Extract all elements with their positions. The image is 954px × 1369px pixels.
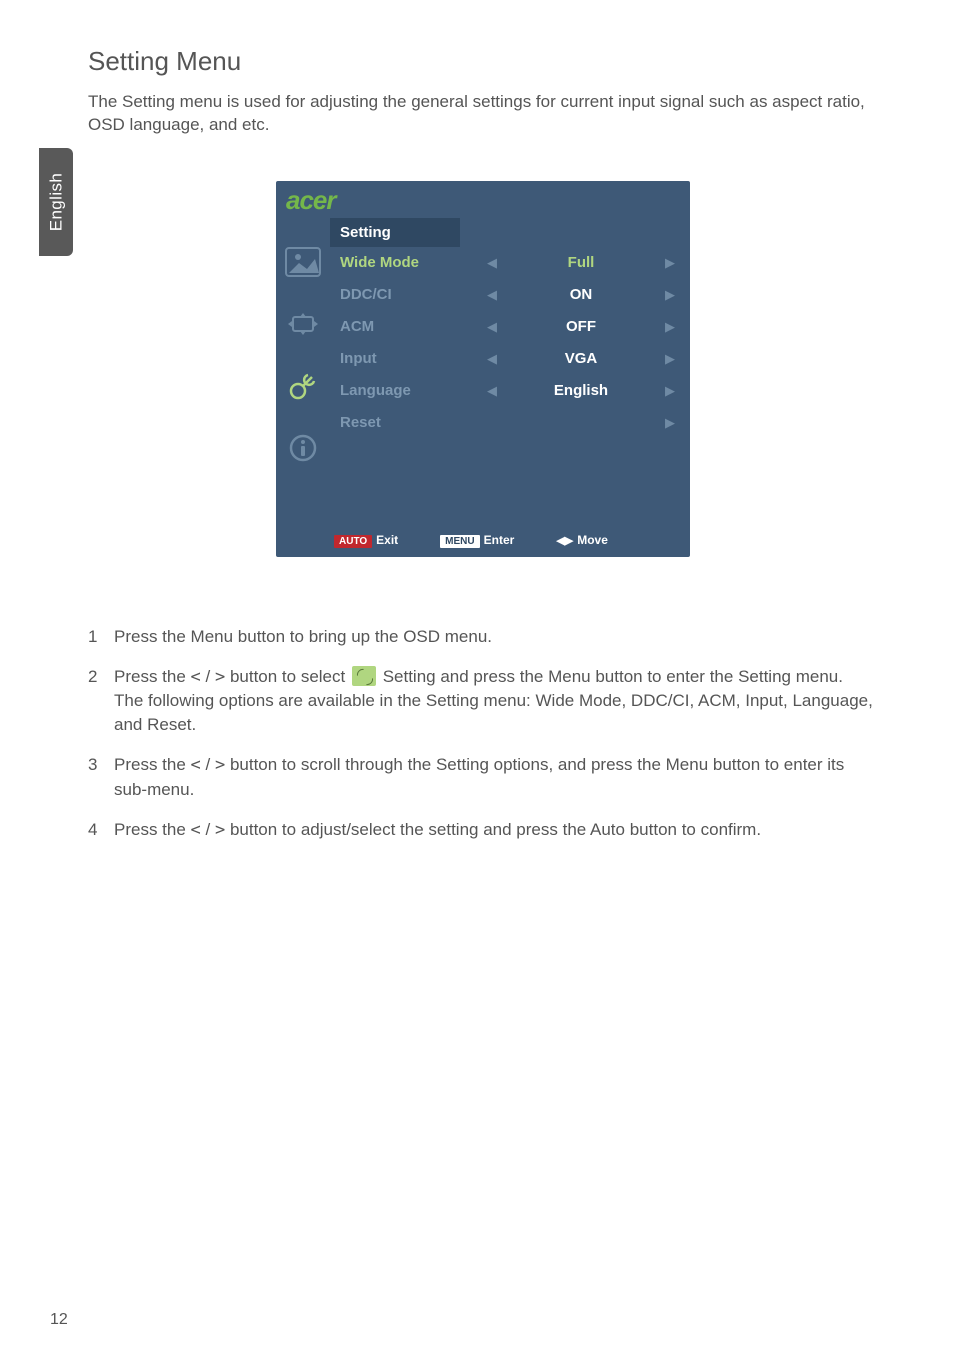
osd-item-label: Input [330, 350, 480, 367]
greater-than-icon: > [215, 820, 225, 840]
step-1: Press the Menu button to bring up the OS… [88, 625, 878, 649]
arrow-left-icon: ◀ [480, 287, 504, 303]
osd-menu-item[interactable]: DDC/CI◀ON▶ [330, 279, 682, 311]
less-than-icon: < [191, 820, 201, 840]
auto-badge: AUTO [334, 535, 372, 548]
osd-menu-item[interactable]: Reset ▶ [330, 407, 682, 439]
arrow-left-icon: ◀ [480, 383, 504, 399]
osd-item-value: VGA [504, 350, 658, 367]
menu-badge: MENU [440, 535, 479, 548]
page-content: Setting Menu The Setting menu is used fo… [88, 46, 878, 858]
arrow-left-icon: ◀ [480, 255, 504, 271]
setting-inline-icon [352, 666, 376, 686]
osd-item-label: Language [330, 382, 480, 399]
step-3: Press the < / > button to scroll through… [88, 753, 878, 802]
osd-logo: acer [276, 181, 690, 218]
footer-enter: MENUEnter [440, 533, 514, 547]
osd-item-label: Wide Mode [330, 254, 480, 271]
page-title: Setting Menu [88, 46, 878, 77]
arrow-right-icon: ▶ [658, 255, 682, 271]
osd-menu-item[interactable]: Language◀English▶ [330, 375, 682, 407]
language-tab: English [39, 148, 73, 256]
intro-paragraph: The Setting menu is used for adjusting t… [88, 91, 878, 137]
step-2: Press the < / > button to select Setting… [88, 665, 878, 737]
information-icon[interactable] [284, 432, 322, 464]
osd-menu-header: Setting [330, 218, 460, 247]
osd-footer: AUTOExit MENUEnter ◀▶Move [276, 525, 690, 553]
osd-item-label: Reset [330, 414, 480, 431]
osd-position-icon[interactable] [284, 308, 322, 340]
osd-item-value: Full [504, 254, 658, 271]
osd-item-value: OFF [504, 318, 658, 335]
arrow-right-icon: ▶ [658, 351, 682, 367]
setting-icon[interactable] [284, 370, 322, 402]
osd-item-label: DDC/CI [330, 286, 480, 303]
arrow-right-icon: ▶ [658, 415, 682, 431]
osd-item-value: ON [504, 286, 658, 303]
osd-menu-item[interactable]: ACM◀OFF▶ [330, 311, 682, 343]
instruction-list: Press the Menu button to bring up the OS… [88, 625, 878, 843]
footer-exit: AUTOExit [334, 533, 398, 547]
osd-item-label: ACM [330, 318, 480, 335]
osd-body: Setting Wide Mode◀Full▶DDC/CI◀ON▶ACM◀OFF… [276, 218, 690, 525]
step-4: Press the < / > button to adjust/select … [88, 818, 878, 843]
arrow-left-icon: ◀ [480, 351, 504, 367]
move-arrows-icon: ◀▶ [556, 535, 573, 547]
osd-menu-item[interactable]: Input◀VGA▶ [330, 343, 682, 375]
language-tab-text: English [46, 173, 66, 232]
footer-move: ◀▶Move [556, 533, 608, 547]
less-than-icon: < [191, 755, 201, 775]
arrow-right-icon: ▶ [658, 383, 682, 399]
arrow-right-icon: ▶ [658, 319, 682, 335]
greater-than-icon: > [215, 667, 225, 687]
arrow-right-icon: ▶ [658, 287, 682, 303]
osd-menu-list: Setting Wide Mode◀Full▶DDC/CI◀ON▶ACM◀OFF… [330, 218, 690, 525]
picture-icon[interactable] [284, 246, 322, 278]
osd-icon-column [276, 218, 330, 525]
osd-screenshot: acer Setting [268, 173, 698, 565]
osd-menu-item[interactable]: Wide Mode◀Full▶ [330, 247, 682, 279]
page-number: 12 [50, 1311, 68, 1329]
arrow-left-icon: ◀ [480, 319, 504, 335]
less-than-icon: < [191, 667, 201, 687]
osd-item-value: English [504, 382, 658, 399]
greater-than-icon: > [215, 755, 225, 775]
osd-panel: acer Setting [276, 181, 690, 557]
